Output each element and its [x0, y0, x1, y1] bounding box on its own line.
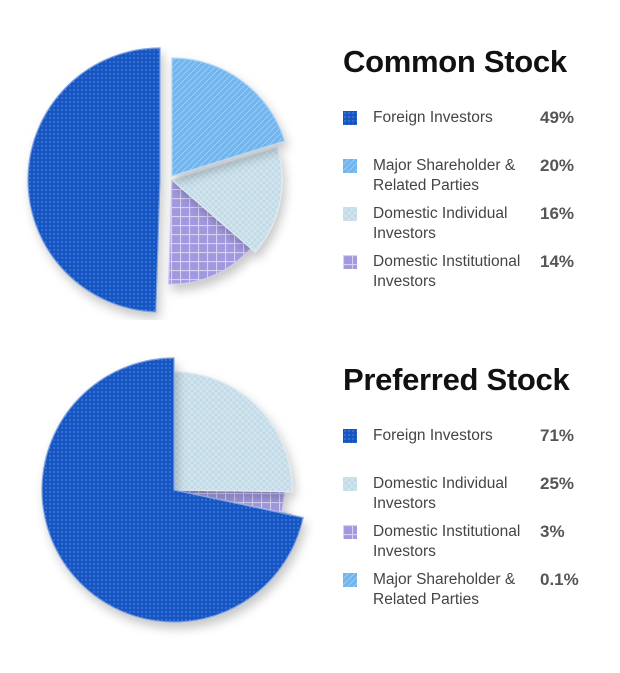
legend-value: 20% — [540, 156, 575, 175]
common-stock-chart: Common Stock Foreign Investors 49% Major S… — [0, 0, 620, 320]
legend-item-major-shareholder-and-related-parties: Major Shareholder & Related Parties 20% — [343, 156, 593, 200]
legend-swatch — [343, 429, 357, 443]
pie-slice-foreign-investors — [41, 357, 304, 623]
preferred-stock-pie — [41, 357, 304, 623]
legend-swatch — [343, 477, 357, 491]
legend-swatch — [343, 573, 357, 587]
legend-swatch — [343, 525, 357, 539]
legend-value: 3% — [540, 522, 565, 541]
legend-label: Domestic Institutional Investors — [373, 253, 521, 290]
legend-item-domestic-institutional-investors: Domestic Institutional Investors 3% — [343, 522, 593, 566]
common-stock-pie — [27, 47, 286, 313]
legend-label: Domestic Individual Investors — [373, 205, 508, 242]
chart-legend: Foreign Investors 71% Domestic Individual … — [343, 426, 593, 618]
chart-title: Preferred Stock — [343, 362, 570, 397]
legend-item-domestic-individual-investors: Domestic Individual Investors 25% — [343, 474, 593, 518]
pie-slice-major-shareholder-and-related-parties — [171, 57, 286, 177]
pie-slice-domestic-individual-investors — [173, 371, 293, 493]
legend-swatch — [343, 255, 357, 269]
legend-item-domestic-institutional-investors: Domestic Institutional Investors 14% — [343, 252, 593, 296]
legend-label: Major Shareholder & Related Parties — [373, 157, 516, 194]
legend-swatch — [343, 111, 357, 125]
legend-item-major-shareholder-and-related-parties: Major Shareholder & Related Parties 0.1% — [343, 570, 593, 614]
legend-swatch — [343, 159, 357, 173]
pie-slice-domestic-institutional-investors — [168, 178, 252, 285]
legend-value: 49% — [540, 108, 575, 127]
pie-slice-domestic-individual-investors — [170, 146, 283, 253]
legend-value: 25% — [540, 474, 575, 493]
legend-label: Foreign Investors — [373, 427, 493, 444]
legend-label: Major Shareholder & Related Parties — [373, 571, 516, 608]
legend-label: Foreign Investors — [373, 109, 493, 126]
legend-value: 14% — [540, 252, 575, 271]
preferred-stock-chart: Preferred Stock Foreign Investors 71% Dome… — [0, 322, 620, 642]
legend-value: 16% — [540, 204, 575, 223]
legend-value: 0.1% — [540, 570, 579, 589]
pie-slice-foreign-investors — [27, 47, 161, 313]
legend-label: Domestic Institutional Investors — [373, 523, 521, 560]
chart-title: Common Stock — [343, 44, 567, 79]
legend-item-domestic-individual-investors: Domestic Individual Investors 16% — [343, 204, 593, 248]
legend-swatch — [343, 207, 357, 221]
legend-value: 71% — [540, 426, 575, 445]
legend-item-foreign-investors: Foreign Investors 71% — [343, 426, 593, 470]
legend-label: Domestic Individual Investors — [373, 475, 508, 512]
legend-item-foreign-investors: Foreign Investors 49% — [343, 108, 593, 152]
chart-legend: Foreign Investors 49% Major Shareholder & … — [343, 108, 593, 300]
